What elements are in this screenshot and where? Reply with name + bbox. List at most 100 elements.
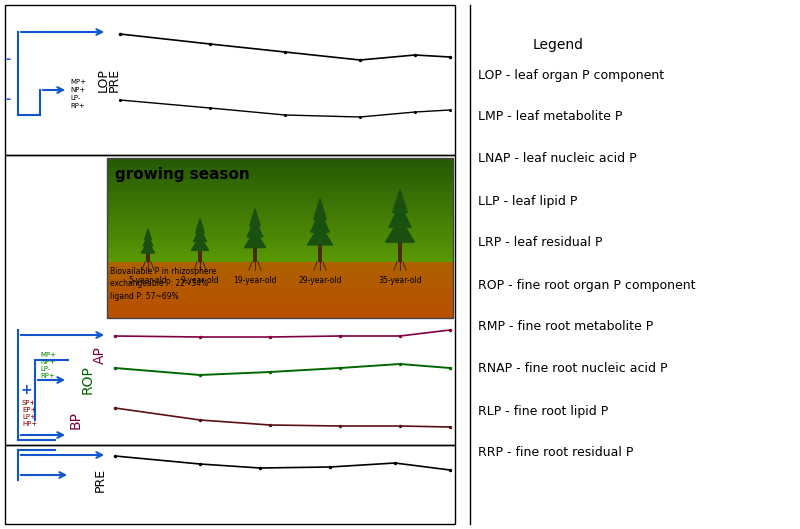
Bar xyxy=(5,155,455,445)
Bar xyxy=(107,223,453,226)
Bar xyxy=(107,307,453,310)
Text: RRP - fine root residual P: RRP - fine root residual P xyxy=(478,446,634,460)
Bar xyxy=(107,171,453,174)
Text: 5-year-old: 5-year-old xyxy=(129,276,167,285)
Bar xyxy=(107,239,453,242)
Text: -: - xyxy=(6,94,10,106)
Text: BP: BP xyxy=(69,411,83,429)
Text: HP+: HP+ xyxy=(22,421,38,427)
Bar xyxy=(107,199,453,203)
Bar xyxy=(107,265,453,268)
Text: SP+: SP+ xyxy=(22,400,36,406)
Text: AP: AP xyxy=(93,346,107,364)
Text: ROP - fine root organ P component: ROP - fine root organ P component xyxy=(478,278,695,291)
Bar xyxy=(107,176,453,179)
Bar xyxy=(318,245,322,262)
Polygon shape xyxy=(142,242,154,253)
Bar xyxy=(107,225,453,229)
Bar xyxy=(107,168,453,171)
Text: RP+: RP+ xyxy=(40,373,54,379)
Text: RLP - fine root lipid P: RLP - fine root lipid P xyxy=(478,405,608,417)
Bar xyxy=(398,242,402,262)
Bar xyxy=(107,221,453,223)
Bar xyxy=(107,202,453,205)
Bar xyxy=(107,273,453,277)
Bar xyxy=(107,309,453,313)
Bar xyxy=(107,270,453,273)
Bar xyxy=(5,445,455,524)
Bar xyxy=(107,296,453,299)
Text: 19-year-old: 19-year-old xyxy=(234,276,277,285)
Bar xyxy=(107,205,453,208)
Bar xyxy=(107,259,453,262)
Bar xyxy=(107,252,453,254)
Bar xyxy=(107,268,453,271)
Bar xyxy=(107,257,453,260)
Polygon shape xyxy=(310,212,330,232)
Bar xyxy=(107,287,453,290)
Bar xyxy=(107,192,453,195)
Text: ROP: ROP xyxy=(81,366,95,395)
Bar xyxy=(107,163,453,166)
Polygon shape xyxy=(250,209,260,226)
Bar xyxy=(107,249,453,252)
Text: growing season: growing season xyxy=(115,167,250,181)
Polygon shape xyxy=(247,220,263,237)
Bar xyxy=(107,215,453,218)
Polygon shape xyxy=(191,236,209,250)
Bar xyxy=(107,281,453,285)
Text: LMP - leaf metabolite P: LMP - leaf metabolite P xyxy=(478,111,622,123)
Text: LNAP - leaf nucleic acid P: LNAP - leaf nucleic acid P xyxy=(478,152,637,166)
Polygon shape xyxy=(143,235,153,247)
Bar xyxy=(107,276,453,279)
Bar xyxy=(107,194,453,197)
Text: LLP - leaf lipid P: LLP - leaf lipid P xyxy=(478,195,578,207)
Text: PRE: PRE xyxy=(94,468,106,492)
Text: RMP - fine root metabolite P: RMP - fine root metabolite P xyxy=(478,321,654,333)
Text: 9-year-old: 9-year-old xyxy=(181,276,219,285)
Polygon shape xyxy=(245,230,266,248)
Bar xyxy=(107,293,453,296)
Text: LRP - leaf residual P: LRP - leaf residual P xyxy=(478,236,602,250)
Bar xyxy=(107,207,453,211)
Bar xyxy=(107,254,453,257)
Polygon shape xyxy=(314,199,326,220)
Bar xyxy=(107,181,453,185)
Bar xyxy=(107,241,453,244)
Polygon shape xyxy=(386,218,414,242)
Text: 35-year-old: 35-year-old xyxy=(378,276,422,285)
Bar xyxy=(107,189,453,193)
Bar xyxy=(107,313,453,316)
Bar xyxy=(107,236,453,239)
Polygon shape xyxy=(307,224,333,245)
Text: NP+: NP+ xyxy=(70,87,86,93)
Bar xyxy=(5,5,455,155)
Bar xyxy=(107,179,453,182)
Bar xyxy=(107,218,453,221)
Bar xyxy=(107,197,453,200)
Bar xyxy=(146,253,150,262)
Bar xyxy=(107,247,453,250)
Polygon shape xyxy=(196,219,204,233)
Bar xyxy=(253,248,257,262)
Bar xyxy=(107,174,453,177)
Text: RP+: RP+ xyxy=(70,103,85,109)
Polygon shape xyxy=(389,204,411,227)
Bar xyxy=(107,279,453,282)
Polygon shape xyxy=(145,229,151,240)
Bar xyxy=(107,244,453,247)
Text: Biovailable P in rhizosphere
exchangeable P: 22~34%
ligand P: 57~69%: Biovailable P in rhizosphere exchangeabl… xyxy=(110,267,216,301)
Bar xyxy=(107,315,453,318)
Polygon shape xyxy=(194,227,206,242)
Bar xyxy=(107,301,453,305)
Text: MP+: MP+ xyxy=(40,352,56,358)
Text: NP+: NP+ xyxy=(40,359,55,365)
Text: PRE: PRE xyxy=(107,68,121,92)
Bar xyxy=(107,213,453,216)
Text: RNAP - fine root nucleic acid P: RNAP - fine root nucleic acid P xyxy=(478,362,667,376)
Bar xyxy=(107,187,453,190)
Text: -: - xyxy=(6,53,10,67)
Bar xyxy=(107,158,453,318)
Bar xyxy=(107,298,453,302)
Bar xyxy=(107,210,453,213)
